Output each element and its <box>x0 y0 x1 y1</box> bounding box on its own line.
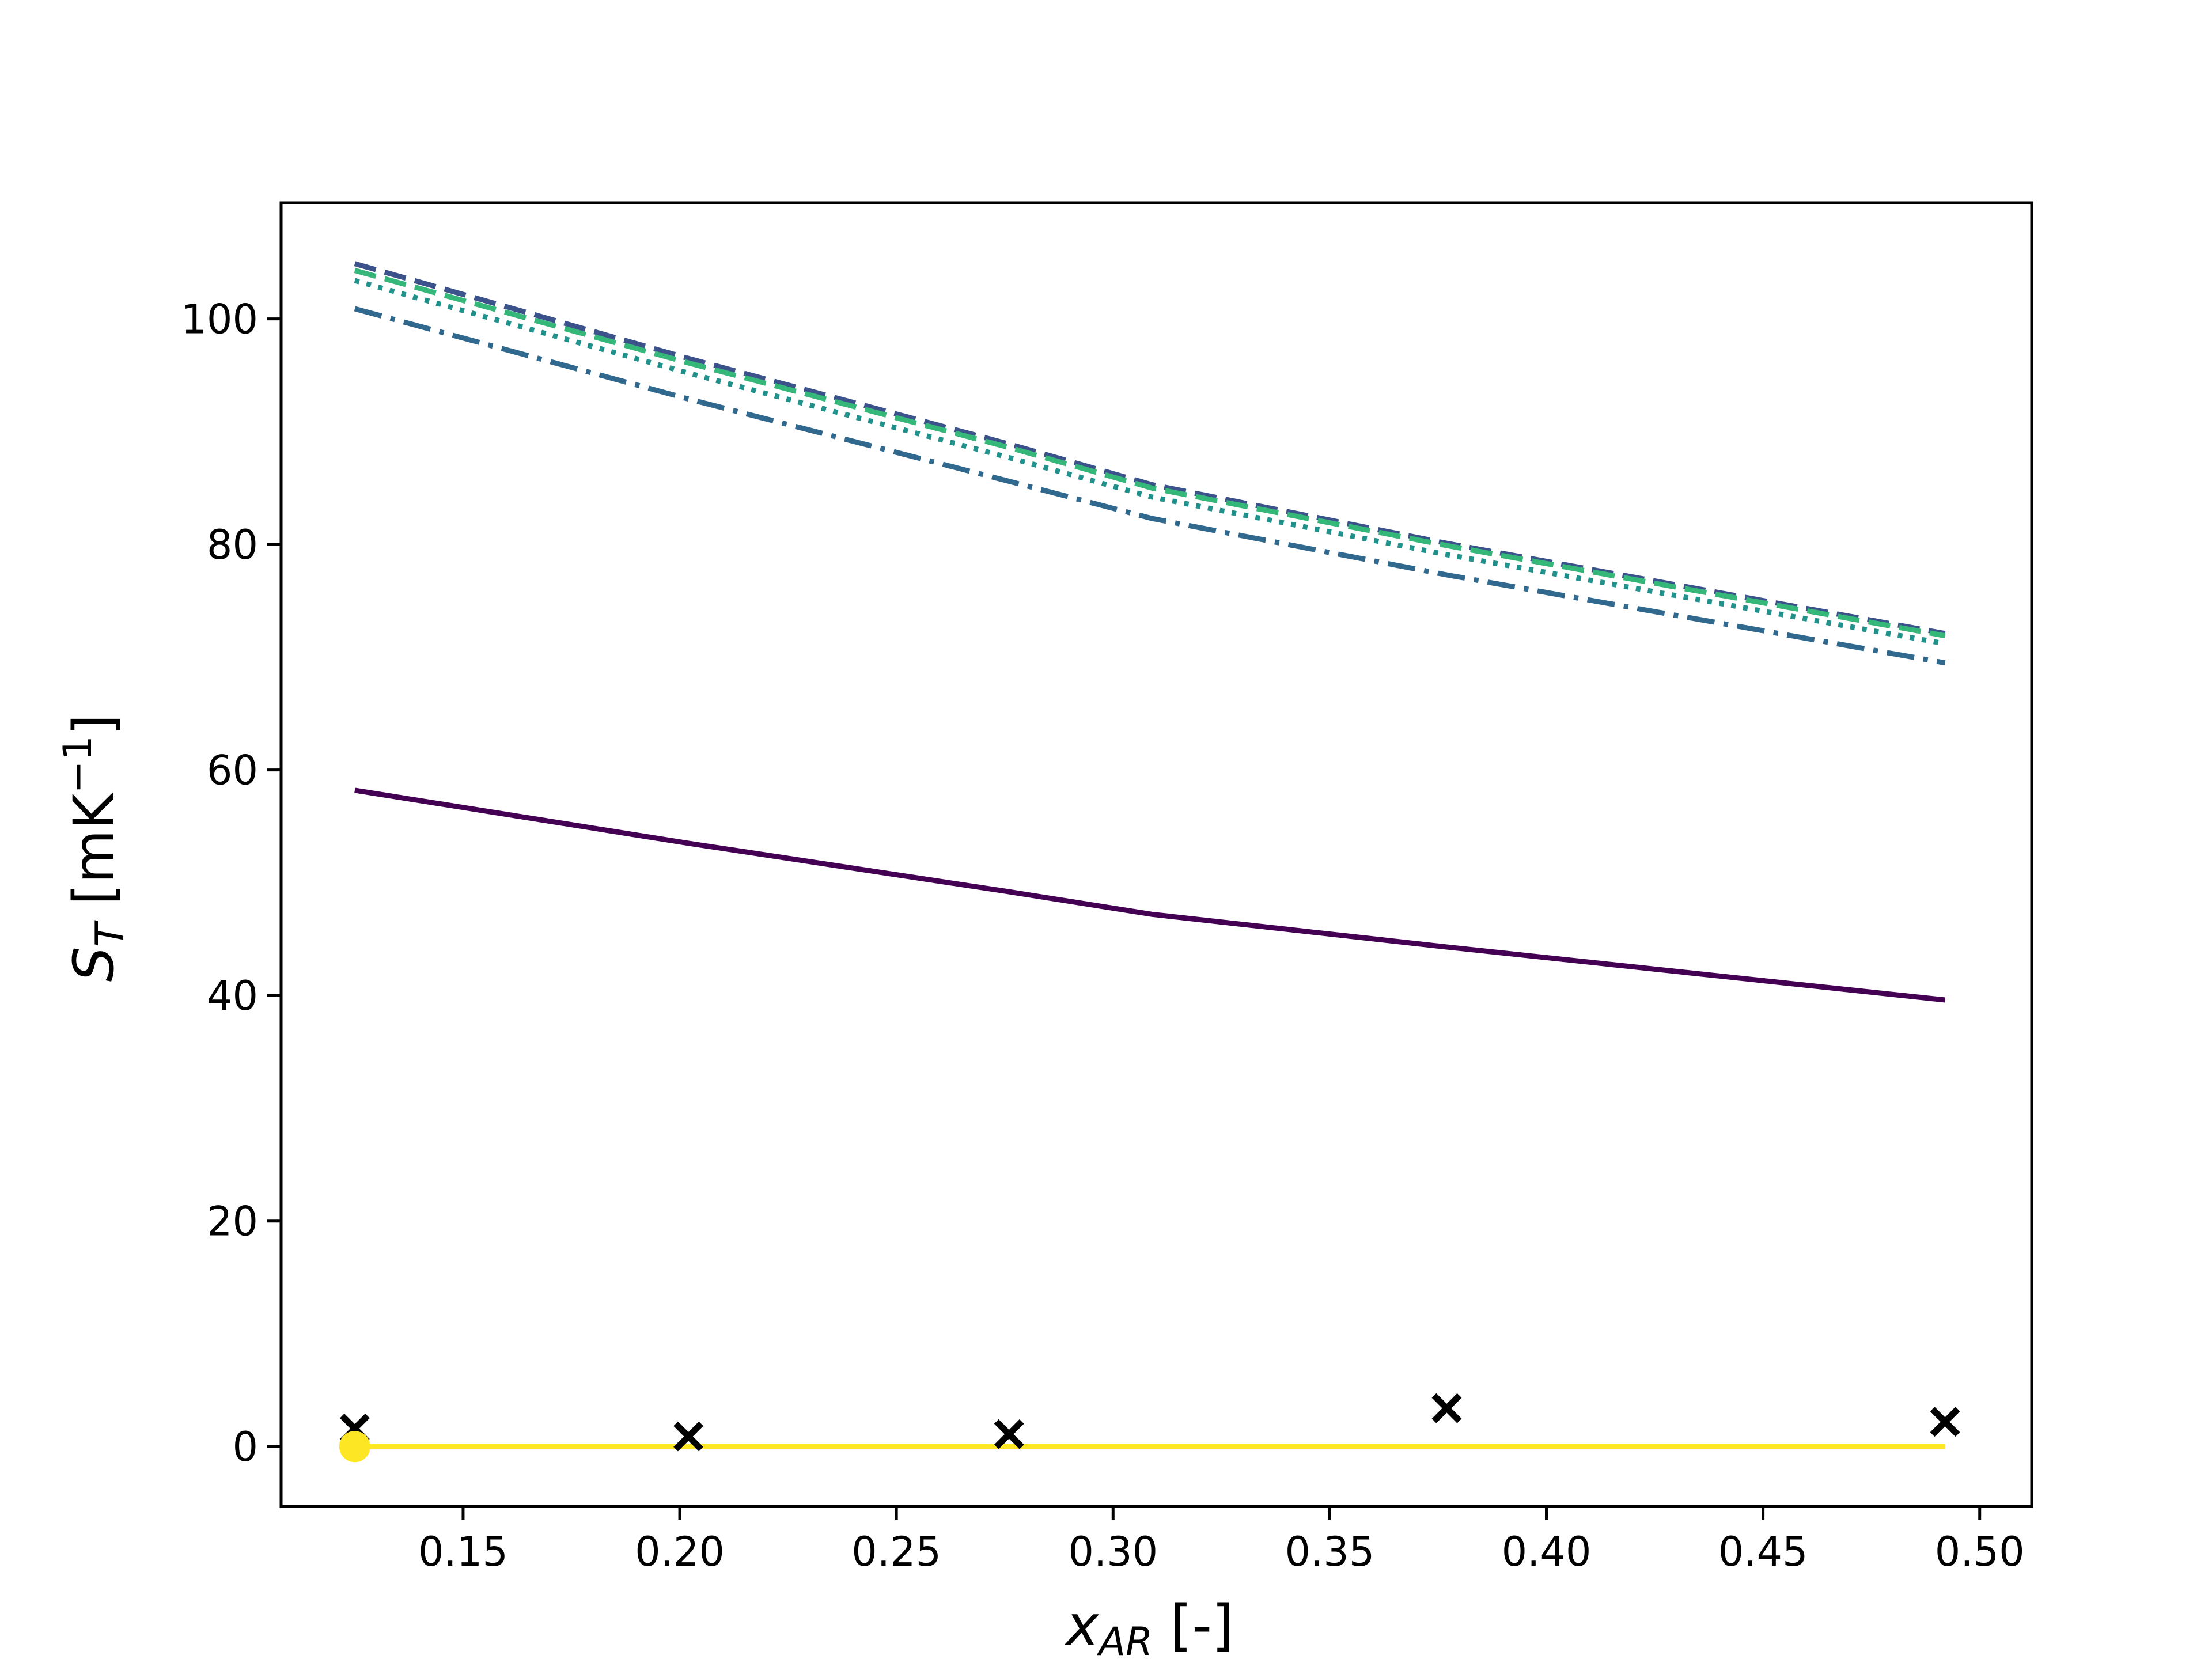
plot-area <box>339 261 1960 1463</box>
scatter-point <box>994 1419 1024 1449</box>
series-line-5 <box>354 278 1946 646</box>
series-marker-2 <box>339 1431 370 1463</box>
x-tick-label: 0.15 <box>418 1528 508 1575</box>
x-tick-label: 0.35 <box>1285 1528 1374 1575</box>
scatter-point <box>1930 1407 1960 1437</box>
series-line-1 <box>354 787 1946 1003</box>
x-tick-label: 0.25 <box>851 1528 941 1575</box>
x-tick-label: 0.20 <box>635 1528 725 1575</box>
y-tick-label: 100 <box>181 296 258 343</box>
x-tick-label: 0.45 <box>1718 1528 1808 1575</box>
x-tick-label: 0.40 <box>1502 1528 1592 1575</box>
series-line-4 <box>354 268 1946 639</box>
y-axis-label: ST [mK−1] <box>55 714 133 982</box>
y-axis: 0 20 40 60 80 100 <box>181 296 281 1471</box>
x-tick-label: 0.50 <box>1935 1528 2025 1575</box>
series-line-3 <box>354 306 1946 666</box>
plot-frame <box>279 201 2033 1508</box>
y-tick-label: 40 <box>207 972 258 1020</box>
scatter-point <box>673 1421 703 1452</box>
y-tick-label: 60 <box>207 747 258 794</box>
y-tick-label: 80 <box>207 521 258 569</box>
x-axis: 0.15 0.20 0.25 0.30 0.35 0.40 0.45 0.50 <box>418 1506 2025 1575</box>
series-line-2 <box>354 261 1946 637</box>
x-axis-label: xAR [-] <box>1065 1593 1234 1659</box>
x-tick-label: 0.30 <box>1068 1528 1158 1575</box>
y-tick-label: 0 <box>232 1423 258 1471</box>
scatter-point <box>1431 1393 1462 1423</box>
y-tick-label: 20 <box>207 1198 258 1245</box>
